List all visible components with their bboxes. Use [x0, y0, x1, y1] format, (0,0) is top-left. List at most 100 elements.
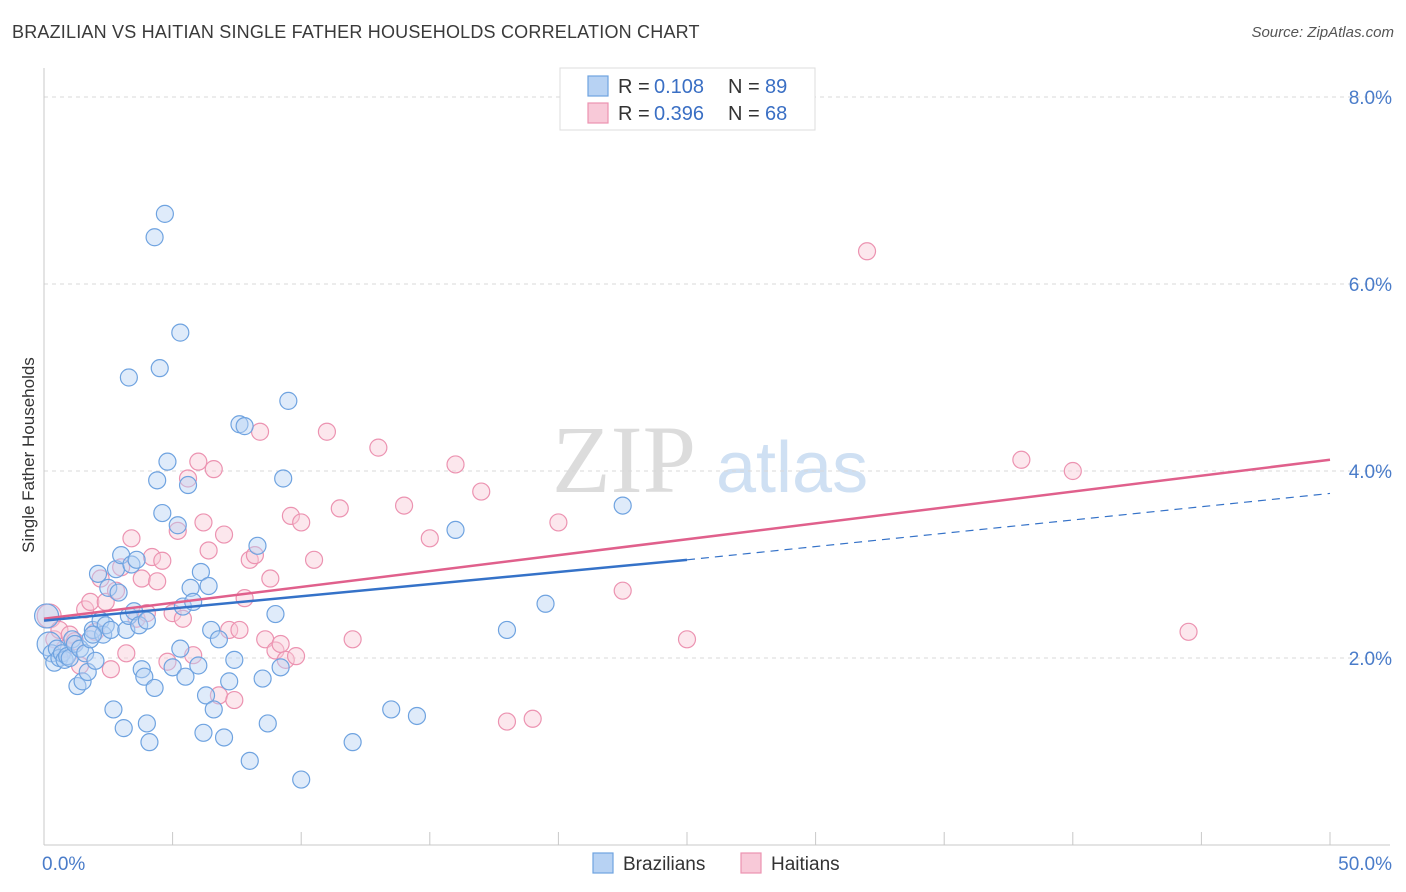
brazilians-point-37: [132, 660, 151, 679]
haitians-point-20: [142, 547, 162, 567]
brazilians-point-14: [73, 672, 92, 691]
series-legend-swatch-haitians: [740, 852, 762, 874]
haitians-point-59: [497, 712, 517, 731]
brazilians-point-42: [148, 471, 167, 490]
brazilians-point-28: [109, 583, 128, 602]
brazilians-point-39: [137, 611, 156, 630]
brazilians-point-76: [83, 625, 102, 644]
gridlines: [44, 96, 1390, 659]
haitians-point-43: [261, 569, 280, 588]
haitians-point-32: [204, 460, 223, 479]
haitians-point-61: [549, 513, 568, 532]
haitians-point-12: [101, 660, 120, 679]
legend-n-label-1: N =: [728, 76, 760, 98]
brazilians-point-59: [199, 576, 218, 596]
brazilians-point-0: [33, 603, 60, 629]
haitians-point-58: [472, 482, 491, 501]
brazilians-point-35: [127, 550, 146, 569]
brazilians-point-51: [176, 667, 195, 686]
brazilians-point-86: [613, 496, 632, 515]
brazilians-point-82: [407, 706, 427, 726]
x-tick-label-min: 0.0%: [42, 854, 85, 875]
stats-legend: R = 0.108 N = 89 R = 0.396 N = 68: [559, 67, 816, 131]
y-tick-label-8: 8.0%: [1349, 88, 1392, 109]
haitians-point-27: [178, 469, 198, 488]
brazilians-point-20: [88, 564, 108, 583]
brazilians-point-71: [266, 604, 285, 624]
haitians-point-36: [225, 690, 244, 710]
brazilians-point-63: [220, 672, 239, 691]
haitians-point-16: [122, 529, 141, 548]
legend-n-value-2: 68: [765, 103, 787, 125]
x-ticks: [43, 832, 1331, 845]
brazilians-point-66: [235, 417, 254, 436]
haitians-point-18: [132, 569, 151, 588]
watermark-zip: ZIP: [552, 406, 696, 513]
brazilians-trend-extension: [686, 492, 1331, 561]
legend-swatch-haitians: [587, 102, 609, 124]
chart-title: BRAZILIAN VS HAITIAN SINGLE FATHER HOUSE…: [12, 22, 700, 42]
haitians-point-45: [271, 634, 290, 654]
haitians-point-22: [153, 551, 172, 570]
brazilians-point-24: [99, 578, 118, 597]
brazilians-point-47: [163, 658, 182, 677]
y-axis-label: Single Father Households: [19, 357, 38, 553]
brazilians-point-64: [225, 650, 244, 669]
legend-r-label-2: R =: [618, 103, 650, 125]
brazilians-point-84: [497, 620, 517, 640]
haitians-point-67: [1179, 622, 1198, 641]
brazilians-point-87: [137, 714, 156, 733]
brazilians-point-61: [209, 630, 228, 649]
brazilians-point-25: [101, 620, 120, 640]
series-legend: Brazilians Haitians: [592, 852, 840, 875]
legend-swatch-brazilians: [587, 75, 609, 97]
legend-r-value-1: 0.108: [654, 76, 704, 98]
x-tick-label-max: 50.0%: [1338, 854, 1392, 875]
series-legend-label-haitians: Haitians: [771, 854, 840, 875]
haitians-point-48: [286, 647, 306, 666]
haitians-point-25: [168, 521, 187, 540]
brazilians-point-74: [279, 391, 298, 410]
brazilians-point-70: [258, 714, 277, 733]
brazilians-point-41: [145, 678, 164, 698]
haitians-point-8: [81, 592, 100, 612]
brazilians-point-69: [253, 669, 272, 688]
brazilians-point-15: [76, 644, 95, 663]
y-tick-label-4: 4.0%: [1349, 462, 1392, 483]
haitians-point-52: [330, 499, 349, 518]
haitians-point-30: [194, 513, 213, 532]
haitians-point-47: [281, 506, 301, 525]
brazilians-point-88: [343, 733, 362, 752]
legend-r-value-2: 0.396: [654, 103, 704, 125]
haitians-point-49: [292, 513, 311, 532]
brazilians-point-75: [292, 770, 311, 789]
y-tick-label-2: 2.0%: [1349, 649, 1392, 670]
brazilians-point-57: [194, 723, 213, 742]
haitians-point-34: [214, 525, 234, 544]
brazilians-point-43: [150, 359, 169, 378]
axes: [43, 68, 1390, 846]
haitians-point-66: [1063, 461, 1082, 481]
brazilians-point-56: [191, 562, 210, 582]
haitians-point-53: [343, 630, 362, 649]
y-tick-label-6: 6.0%: [1349, 275, 1392, 296]
haitians-point-64: [857, 242, 877, 261]
brazilians-point-77: [119, 368, 138, 387]
brazilians-point-72: [271, 658, 290, 677]
haitians-point-51: [317, 422, 337, 441]
haitians-point-60: [523, 709, 542, 728]
brazilians-point-68: [248, 536, 267, 555]
brazilians-point-46: [158, 452, 177, 471]
brazilians-point-40: [140, 733, 159, 752]
haitians-trend-line: [43, 458, 1331, 620]
brazilians-point-73: [274, 469, 293, 488]
haitians-point-65: [1012, 450, 1031, 469]
haitians-point-56: [420, 529, 439, 548]
haitians-point-57: [446, 455, 465, 474]
brazilians-point-60: [202, 620, 221, 640]
brazilians-point-79: [171, 323, 190, 342]
watermark: ZIP atlas: [552, 406, 868, 513]
haitians-point-41: [250, 422, 270, 441]
brazilians-point-48: [168, 516, 187, 535]
